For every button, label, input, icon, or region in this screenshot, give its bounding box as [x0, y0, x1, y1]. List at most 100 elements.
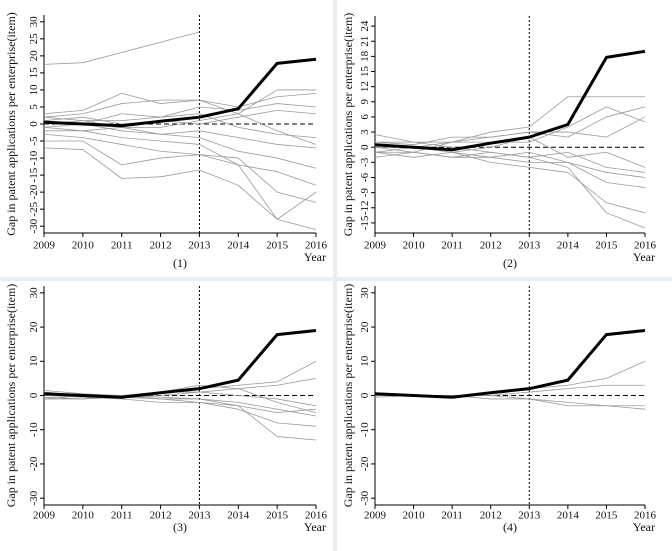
y-tick-label: -20	[28, 184, 40, 199]
y-tick-label: 0	[28, 392, 40, 398]
x-tick-label: 2016	[305, 510, 328, 522]
panel-caption: (3)	[173, 520, 187, 534]
y-tick-label: 12	[359, 81, 371, 92]
y-tick-label: -5	[28, 136, 40, 146]
series-line	[43, 89, 316, 115]
panel: -30 -25 -20 -15 -10 -5 0 5 10 15 20 25 30 2009 2010 201…	[0, 0, 333, 277]
y-tick-label: 10	[28, 355, 40, 367]
x-tick-label: 2009	[33, 240, 56, 252]
y-axis-title: Gap in patent applications per enterpris…	[4, 12, 18, 236]
y-tick-label: -10	[28, 422, 40, 437]
series-line	[43, 109, 317, 125]
y-tick-label: 6	[359, 114, 371, 120]
x-tick-label: 2010	[403, 240, 426, 252]
x-tick-label: 2015	[595, 510, 618, 522]
series-line	[374, 96, 645, 143]
y-tick-label: 30	[359, 287, 371, 299]
y-tick-label: -6	[359, 172, 371, 182]
y-tick-label: 30	[28, 16, 40, 28]
x-tick-label: 2013	[188, 240, 211, 252]
y-tick-label: 10	[359, 355, 371, 367]
y-tick-label: -3	[359, 157, 371, 167]
x-tick-label: 2013	[518, 510, 541, 522]
y-tick-label: -15	[28, 167, 40, 182]
x-tick-label: 2015	[595, 240, 618, 252]
x-tick-label: 2011	[111, 510, 133, 522]
x-tick-label: 2012	[480, 510, 502, 522]
x-tick-label: 2010	[72, 510, 95, 522]
y-tick-label: -10	[28, 150, 40, 165]
series-line	[374, 151, 646, 188]
x-tick-label: 2011	[441, 240, 463, 252]
x-tick-label: 2014	[227, 510, 250, 522]
x-tick-label: 2014	[557, 240, 580, 252]
y-tick-label: -10	[359, 422, 371, 437]
series-line	[374, 151, 646, 214]
x-tick-label: 2016	[634, 510, 657, 522]
y-tick-label: -25	[28, 201, 40, 216]
y-tick-label: 3	[359, 129, 371, 135]
y-tick-label: 5	[28, 104, 40, 110]
y-tick-label: 20	[359, 321, 371, 333]
x-tick-label: 2014	[227, 240, 250, 252]
series-line	[374, 49, 646, 152]
x-axis-title: Year	[304, 520, 326, 534]
y-tick-label: -20	[28, 456, 40, 471]
y-tick-label: 24	[359, 20, 371, 32]
y-tick-label: -9	[359, 188, 371, 198]
y-tick-label: 25	[28, 33, 40, 45]
y-tick-label: 30	[28, 287, 40, 299]
x-tick-label: 2009	[33, 510, 56, 522]
series-line	[43, 395, 317, 414]
x-tick-label: 2009	[364, 240, 387, 252]
y-tick-label: 15	[28, 67, 40, 79]
series-line	[44, 396, 317, 441]
x-axis-title: Year	[633, 520, 655, 534]
x-tick-label: 2010	[403, 510, 426, 522]
y-tick-label: -30	[359, 490, 371, 505]
series-line	[43, 328, 317, 399]
x-tick-label: 2015	[266, 510, 289, 522]
series-line	[374, 106, 646, 153]
y-tick-label: 20	[28, 321, 40, 333]
series-line	[43, 133, 317, 186]
y-tick-label: 15	[359, 66, 371, 78]
y-tick-label: -30	[28, 218, 40, 233]
series-line	[43, 57, 317, 128]
x-tick-label: 2016	[305, 240, 328, 252]
x-tick-label: 2014	[557, 510, 580, 522]
x-tick-label: 2012	[150, 240, 172, 252]
panel-caption: (2)	[503, 256, 517, 270]
y-tick-label: 18	[359, 50, 371, 62]
y-tick-label: -12	[359, 200, 371, 215]
x-tick-label: 2013	[518, 240, 541, 252]
series-line	[43, 103, 317, 128]
y-tick-label: 10	[28, 84, 40, 96]
y-tick-label: 0	[359, 144, 371, 150]
series-line	[43, 113, 317, 139]
panel-caption: (1)	[173, 256, 187, 270]
x-tick-label: 2013	[188, 510, 211, 522]
series-line	[43, 395, 317, 427]
series-line	[374, 144, 646, 178]
series-line	[43, 147, 317, 230]
y-axis-title: Gap in patent applications per enterpris…	[341, 284, 355, 508]
x-tick-label: 2015	[266, 240, 289, 252]
x-axis-title: Year	[304, 250, 326, 264]
y-tick-label: 9	[359, 99, 371, 105]
y-tick-label: 20	[28, 50, 40, 62]
x-tick-label: 2012	[150, 510, 172, 522]
series-line	[44, 140, 317, 203]
y-tick-label: -15	[359, 215, 371, 230]
panel-caption: (4)	[503, 520, 517, 534]
series-line	[375, 141, 646, 173]
x-tick-label: 2012	[480, 240, 502, 252]
panel: -15-12 -9 -6 -3 0 3 6 9 12 15 18 21 24 2009 2010 2011 20…	[337, 0, 672, 277]
x-tick-label: 2011	[441, 510, 463, 522]
x-tick-label: 2016	[634, 240, 657, 252]
x-tick-label: 2009	[364, 510, 387, 522]
y-tick-label: -20	[359, 456, 371, 471]
y-tick-label: -30	[28, 490, 40, 505]
series-line	[43, 127, 317, 149]
